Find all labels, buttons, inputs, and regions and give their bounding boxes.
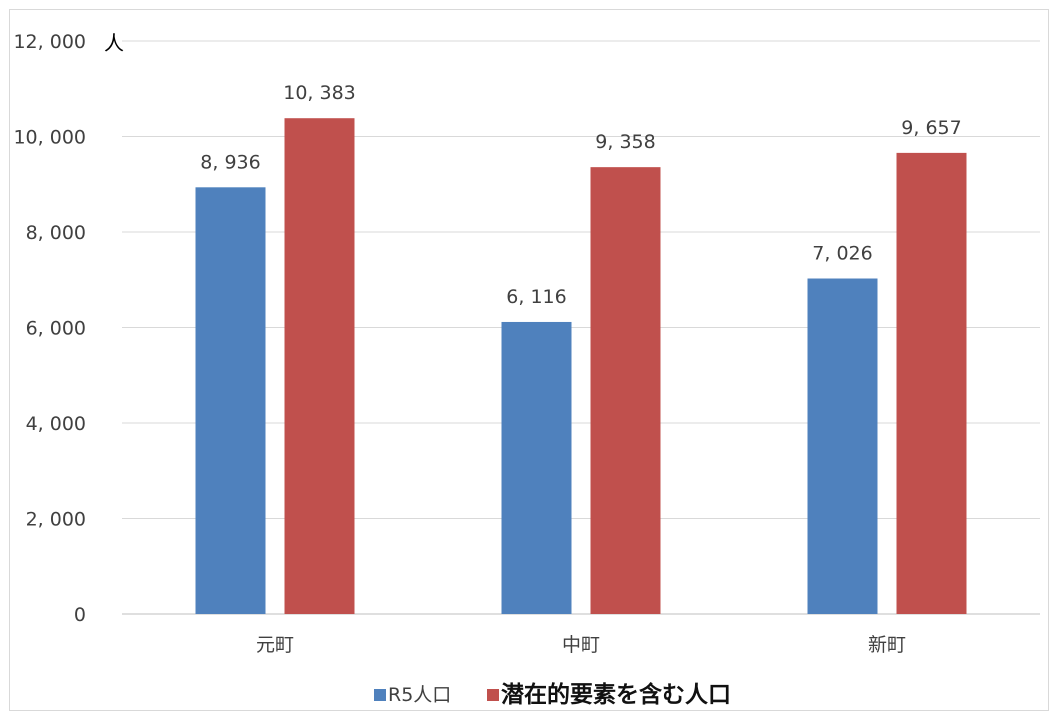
legend-label-r5: R5人口 [388,684,451,706]
bar-potential [896,152,967,615]
y-tick-label: 4, 000 [26,413,86,435]
data-label: 6, 116 [506,286,566,308]
legend-label-potential: 潜在的要素を含む人口 [501,681,731,708]
legend-swatch-r5 [374,689,386,701]
data-label: 9, 358 [595,131,655,153]
y-tick-label: 0 [74,604,86,626]
legend: R5人口 潜在的要素を含む人口 [374,681,731,708]
y-tick-label: 10, 000 [13,127,86,149]
x-tick-label: 新町 [868,634,906,656]
y-tick-label: 8, 000 [26,222,86,244]
y-axis-ticks: 0 2, 000 4, 000 6, 000 8, 000 10, 000 12, 000 [13,31,86,626]
gridlines [122,40,1040,615]
y-axis-unit-label: 人 [104,31,124,55]
legend-swatch-potential [487,689,499,701]
bar-r5 [195,187,266,614]
bar-r5 [501,321,572,614]
x-tick-label: 元町 [256,634,294,656]
bar-potential [284,118,355,615]
data-label: 9, 657 [901,117,961,139]
data-label: 8, 936 [200,151,260,173]
category-labels: 元町 中町 新町 [256,634,906,656]
data-labels: 8, 936 10, 383 6, 116 9, 358 7, 026 9, 657 [200,82,961,308]
y-tick-label: 2, 000 [26,509,86,531]
x-tick-label: 中町 [562,634,600,656]
y-tick-label: 12, 000 [13,31,86,53]
bars [195,118,967,615]
data-label: 7, 026 [812,243,872,265]
y-tick-label: 6, 000 [26,318,86,340]
bar-r5 [807,278,878,614]
bar-potential [590,167,661,614]
data-label: 10, 383 [283,82,356,104]
